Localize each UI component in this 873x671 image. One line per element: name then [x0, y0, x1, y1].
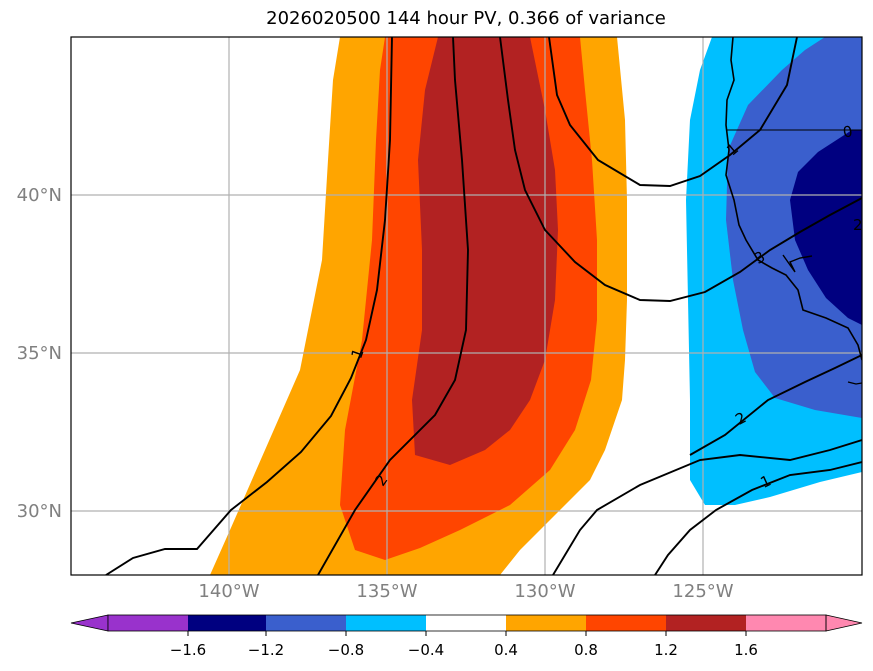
colorbar-label-neg1.6: −1.6: [170, 641, 206, 659]
colorbar-bin-5: [426, 615, 506, 631]
contour-2-west: [317, 37, 469, 575]
map-title: 2026020500 144 hour PV, 0.366 of varianc…: [266, 8, 666, 29]
lon-label-135w: 135°W: [356, 581, 417, 602]
coastline: [725, 37, 862, 361]
contour-2-south: [654, 461, 862, 575]
contour-2-east: [689, 354, 862, 456]
map-plot-area: 1 2 3 2 1 1 2 0: [71, 37, 863, 575]
colorbar-label-0.4: 0.4: [494, 641, 518, 659]
lon-label-125w: 125°W: [672, 581, 733, 602]
colorbar: −1.6 −1.2 −0.8 −0.4 0.4 0.8 1.2 1.6: [70, 614, 863, 659]
colorbar-label-0.8: 0.8: [574, 641, 598, 659]
colorbar-label-neg1.2: −1.2: [248, 641, 284, 659]
contour-2-north: [499, 37, 862, 302]
colorbar-ticks: [187, 631, 747, 636]
coastline-islands: [847, 381, 862, 385]
colorbar-bin-7: [586, 615, 666, 631]
contour-lines: [105, 37, 862, 575]
pv-fill-neg-1.2-1.6: [790, 130, 862, 325]
colorbar-extend-high: [825, 614, 863, 632]
colorbar-bin-2: [188, 615, 266, 631]
contour-1-west: [105, 37, 393, 575]
contour-1-north: [548, 37, 798, 187]
colorbar-label-neg0.4: −0.4: [408, 641, 444, 659]
colorbar-bin-4: [346, 615, 426, 631]
colorbar-label-1.6: 1.6: [734, 641, 758, 659]
colorbar-bin-1: [108, 615, 188, 631]
lat-label-40n: 40°N: [17, 185, 62, 206]
contour-label-2-right: 2: [853, 216, 863, 234]
lon-label-140w: 140°W: [198, 581, 259, 602]
graticule: [71, 37, 862, 575]
coastline-bay: [782, 254, 813, 273]
lon-label-130w: 130°W: [514, 581, 575, 602]
plot-frame: [70, 36, 863, 576]
contour-label-0: 0: [841, 122, 854, 141]
colorbar-frame: [107, 614, 827, 632]
lat-label-35n: 35°N: [17, 343, 62, 364]
colorbar-label-neg0.8: −0.8: [328, 641, 364, 659]
colorbar-bin-3: [266, 615, 346, 631]
colorbar-label-1.2: 1.2: [654, 641, 678, 659]
lat-label-30n: 30°N: [17, 501, 62, 522]
colorbar-bin-9: [746, 615, 826, 631]
pv-fill-1.2-1.6: [412, 37, 558, 465]
colorbar-bin-8: [666, 615, 746, 631]
colorbar-extend-low: [70, 614, 109, 632]
colorbar-bin-6: [506, 615, 586, 631]
contour-1-south: [552, 439, 862, 575]
